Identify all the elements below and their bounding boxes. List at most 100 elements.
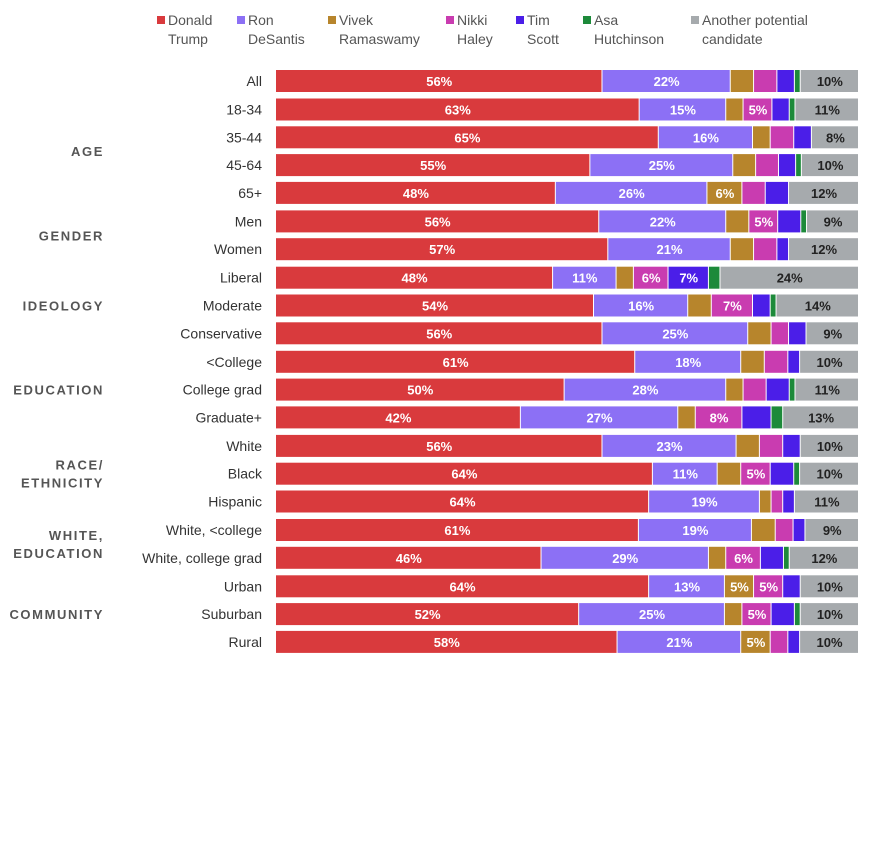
bar-segment-asa-hutchinson	[789, 98, 795, 121]
bar-segment-donald-trump	[276, 294, 593, 317]
group-label: AGE	[71, 144, 104, 159]
value-label-donald-trump: 61%	[443, 355, 469, 370]
bar-segment-ron-desantis	[602, 322, 748, 345]
bar-segment-asa-hutchinson	[794, 462, 800, 485]
value-label-donald-trump: 64%	[450, 579, 476, 594]
legend-label: DeSantis	[248, 31, 305, 47]
bar-segment-vivek-ramaswamy	[741, 630, 770, 653]
bar-row-white-college: 61% 19% 9%	[276, 519, 858, 541]
bar-segment-asa-hutchinson	[801, 210, 807, 233]
bar-segment-vivek-ramaswamy	[759, 490, 771, 513]
value-label-donald-trump: 46%	[396, 551, 422, 566]
bar-segment-tim-scott	[794, 126, 811, 149]
bar-segment-vivek-ramaswamy	[748, 322, 771, 345]
bar-segment-donald-trump	[276, 181, 555, 204]
value-label-donald-trump: 57%	[429, 242, 455, 257]
value-label-another-potential-candidate: 10%	[817, 355, 843, 370]
legend-swatch-asa-hutchinson	[583, 16, 591, 24]
bar-segment-another-potential-candidate	[800, 434, 858, 457]
value-label-donald-trump: 58%	[434, 635, 460, 650]
value-label-donald-trump: 55%	[420, 158, 446, 173]
bar-row-liberal: 48% 11% 6% 7% 24%	[276, 266, 858, 289]
value-label-nikki-haley: 8%	[710, 410, 729, 425]
value-label-ron-desantis: 28%	[632, 383, 658, 398]
bar-segment-nikki-haley	[754, 238, 777, 261]
group-labels: AGE GENDER IDEOLOGY EDUCATION RACE/ETHNICITY…	[9, 144, 104, 622]
value-label-another-potential-candidate: 10%	[817, 607, 843, 622]
bar-segment-nikki-haley	[742, 603, 771, 626]
legend-item-another-potential-candidate: Another potential candidate	[691, 12, 808, 47]
value-label-nikki-haley: 6%	[642, 271, 661, 286]
bar-segment-donald-trump	[276, 406, 520, 429]
bar-row-white: 56% 23% 10%	[276, 434, 858, 457]
bar-segment-ron-desantis	[658, 126, 752, 149]
value-label-another-potential-candidate: 12%	[811, 186, 837, 201]
value-label-donald-trump: 56%	[426, 326, 452, 341]
bar-segment-donald-trump	[276, 126, 658, 149]
bar-segment-donald-trump	[276, 350, 635, 373]
value-label-vivek-ramaswamy: 6%	[716, 186, 735, 201]
bar-segment-nikki-haley	[754, 575, 783, 598]
value-label-ron-desantis: 19%	[691, 495, 717, 510]
bar-segment-another-potential-candidate	[800, 603, 858, 626]
bar-segment-donald-trump	[276, 490, 649, 513]
bar-segment-another-potential-candidate	[800, 350, 858, 373]
bar-segment-vivek-ramaswamy	[726, 210, 749, 233]
value-label-nikki-haley: 5%	[754, 214, 773, 229]
bar-segment-vivek-ramaswamy	[724, 575, 754, 598]
legend-label: Nikki	[457, 12, 487, 28]
value-label-donald-trump: 65%	[454, 130, 480, 145]
value-label-ron-desantis: 13%	[674, 579, 700, 594]
legend-item-donald-trump: Donald Trump	[157, 12, 212, 47]
bar-segment-nikki-haley	[775, 519, 793, 541]
value-label-ron-desantis: 27%	[587, 410, 613, 425]
legend-label: Asa	[594, 12, 618, 28]
value-label-nikki-haley: 5%	[749, 103, 768, 118]
bar-segment-asa-hutchinson	[783, 546, 789, 569]
bar-segment-vivek-ramaswamy	[724, 603, 742, 626]
value-label-vivek-ramaswamy: 5%	[730, 579, 749, 594]
bar-segment-tim-scott	[778, 210, 801, 233]
value-label-ron-desantis: 19%	[682, 523, 708, 538]
value-label-donald-trump: 56%	[425, 214, 451, 229]
bar-segment-nikki-haley	[749, 210, 778, 233]
group-label: WHITE,	[49, 528, 104, 543]
bar-row-men: 56% 22% 5% 9%	[276, 210, 858, 233]
value-label-nikki-haley: 5%	[759, 579, 778, 594]
bar-segment-donald-trump	[276, 630, 617, 653]
bar-segment-another-potential-candidate	[783, 406, 858, 429]
bar-segment-vivek-ramaswamy	[707, 181, 742, 204]
bar-segment-nikki-haley	[764, 350, 788, 373]
row-label-moderate: Moderate	[203, 298, 262, 314]
bar-segment-donald-trump	[276, 210, 599, 233]
bar-segment-vivek-ramaswamy	[616, 266, 633, 289]
bar-row-college: 61% 18% 10%	[276, 350, 858, 373]
legend: Donald Trump Ron DeSantis Vivek Ramaswamy Nikk…	[157, 12, 808, 47]
bar-segment-another-potential-candidate	[811, 126, 858, 149]
bar-segment-tim-scott	[742, 406, 771, 429]
row-label-18-34: 18-34	[226, 102, 262, 118]
group-label: RACE/	[56, 458, 104, 473]
row-label-35-44: 35-44	[226, 129, 262, 145]
bar-segment-vivek-ramaswamy	[730, 238, 754, 261]
bar-segment-nikki-haley	[726, 546, 760, 569]
value-label-another-potential-candidate: 11%	[815, 383, 841, 398]
value-label-donald-trump: 56%	[426, 74, 452, 89]
bar-segment-ron-desantis	[541, 546, 708, 569]
legend-swatch-tim-scott	[516, 16, 524, 24]
value-label-ron-desantis: 26%	[619, 186, 645, 201]
bar-segment-ron-desantis	[652, 462, 717, 485]
bar-segment-tim-scott	[772, 98, 789, 121]
bar-segment-vivek-ramaswamy	[751, 519, 775, 541]
bar-segment-nikki-haley	[743, 98, 772, 121]
bar-segment-tim-scott	[783, 575, 800, 598]
bar-segment-donald-trump	[276, 434, 602, 457]
bar-segment-tim-scott	[783, 490, 794, 513]
bar-row-rural: 58% 21% 5% 10%	[276, 630, 858, 653]
bar-segment-asa-hutchinson	[789, 378, 795, 401]
bar-segment-donald-trump	[276, 238, 608, 261]
bar-segment-ron-desantis	[608, 238, 730, 261]
value-label-tim-scott: 7%	[679, 271, 698, 286]
bar-row-college-grad: 50% 28% 11%	[276, 378, 858, 401]
